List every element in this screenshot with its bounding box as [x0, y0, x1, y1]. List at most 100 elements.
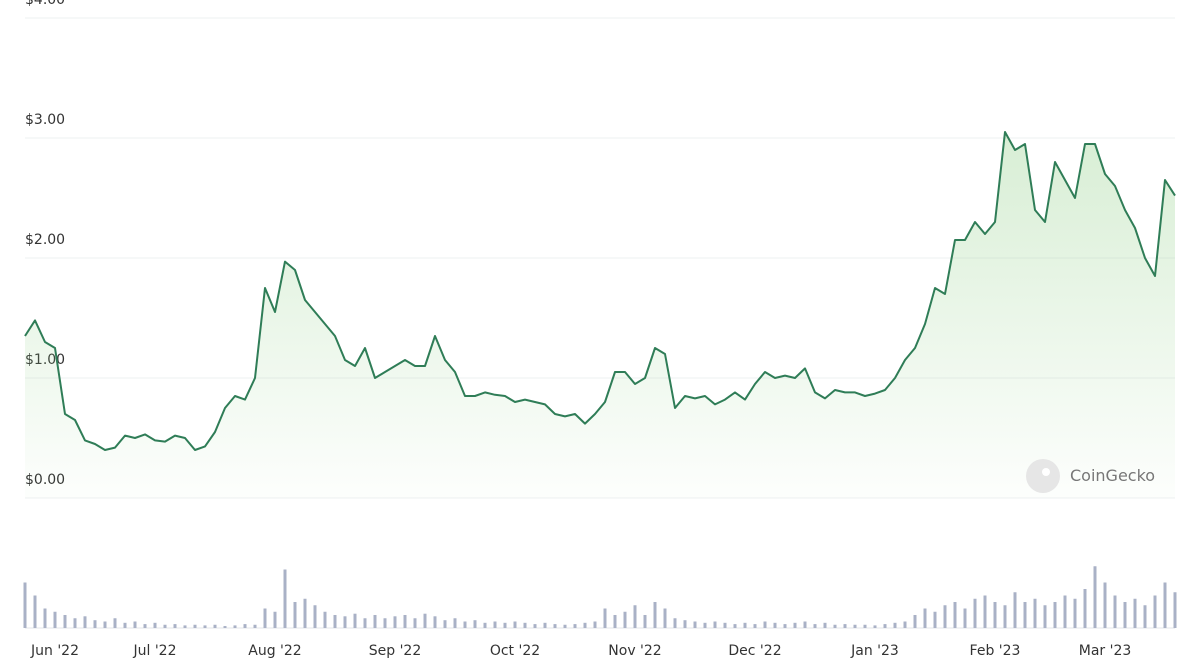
volume-bar: [33, 595, 37, 628]
volume-bar: [273, 611, 277, 628]
volume-bar: [343, 616, 347, 628]
volume-bar: [153, 622, 157, 628]
volume-bar: [253, 624, 257, 628]
volume-bar: [1133, 598, 1137, 628]
volume-bar: [303, 598, 307, 628]
volume-bar: [1003, 605, 1007, 628]
volume-bar: [163, 624, 167, 628]
volume-bar: [583, 622, 587, 628]
volume-bar: [963, 608, 967, 628]
volume-bar: [493, 621, 497, 628]
volume-bar: [23, 582, 27, 628]
volume-bar: [663, 608, 667, 628]
volume-bar: [63, 615, 67, 628]
price-line: [24, 131, 1176, 451]
volume-bar: [763, 621, 767, 628]
volume-bar: [333, 615, 337, 628]
x-tick-label: Dec '22: [728, 643, 781, 659]
volume-bar: [1053, 602, 1057, 628]
volume-bar: [633, 605, 637, 628]
volume-bar: [43, 608, 47, 628]
volume-bar: [743, 622, 747, 628]
volume-bar: [903, 621, 907, 628]
volume-bar: [453, 618, 457, 628]
volume-bar: [1093, 566, 1097, 628]
x-tick-label: Oct '22: [490, 643, 540, 659]
volume-bar: [933, 611, 937, 628]
volume-bar: [1163, 582, 1167, 628]
x-tick-label: Sep '22: [369, 643, 422, 659]
volume-bar: [993, 602, 997, 628]
volume-bar: [1033, 598, 1037, 628]
volume-bar: [713, 621, 717, 628]
volume-bar: [613, 615, 617, 628]
x-tick-label: Mar '23: [1079, 643, 1132, 659]
volume-bar: [943, 605, 947, 628]
x-tick-label: Nov '22: [608, 643, 661, 659]
volume-bar: [913, 615, 917, 628]
volume-bar: [1113, 595, 1117, 628]
x-tick-label: Feb '23: [970, 643, 1021, 659]
volume-bar: [403, 615, 407, 628]
volume-bar: [413, 618, 417, 628]
volume-bar: [283, 569, 287, 628]
volume-bar: [873, 625, 877, 628]
volume-bar: [373, 615, 377, 628]
volume-bar: [1173, 592, 1177, 628]
volume-bar: [433, 616, 437, 628]
volume-bar: [693, 621, 697, 628]
watermark-text: CoinGecko: [1070, 466, 1155, 485]
volume-bar: [93, 620, 97, 628]
volume-bar: [473, 620, 477, 628]
price-area: [25, 132, 1175, 498]
volume-bar: [1073, 598, 1077, 628]
x-tick-label: Aug '22: [248, 643, 301, 659]
volume-bar: [183, 625, 187, 628]
volume-bar: [423, 613, 427, 628]
volume-bar: [113, 618, 117, 628]
volume-bar: [753, 624, 757, 628]
volume-bar: [643, 615, 647, 628]
volume-bar: [503, 622, 507, 628]
volume-bar: [603, 608, 607, 628]
volume-bar: [353, 613, 357, 628]
volume-bar: [73, 618, 77, 628]
volume-bar: [1083, 589, 1087, 628]
volume-bar: [683, 620, 687, 628]
volume-bar: [573, 624, 577, 628]
volume-bar: [883, 624, 887, 628]
volume-bar: [293, 602, 297, 628]
volume-bar: [1023, 602, 1027, 628]
volume-bar: [443, 620, 447, 628]
volume-bar: [103, 621, 107, 628]
volume-bar: [1143, 605, 1147, 628]
volume-bar: [773, 622, 777, 628]
volume-bar: [223, 626, 227, 628]
y-tick-label: $4.00: [25, 0, 65, 8]
x-tick-label: Jan '23: [850, 643, 899, 659]
volume-bar: [543, 622, 547, 628]
volume-bar: [323, 611, 327, 628]
volume-bar: [463, 621, 467, 628]
volume-bar: [983, 595, 987, 628]
volume-bar: [233, 625, 237, 628]
volume-bar: [83, 616, 87, 628]
volume-bar: [973, 598, 977, 628]
volume-bar: [523, 622, 527, 628]
volume-bar: [593, 621, 597, 628]
volume-bar: [823, 622, 827, 628]
volume-bar: [863, 624, 867, 628]
volume-bar: [213, 624, 217, 628]
volume-bar: [953, 602, 957, 628]
volume-bar: [623, 611, 627, 628]
volume-bar: [723, 622, 727, 628]
volume-bar: [363, 618, 367, 628]
y-tick-label: $2.00: [25, 232, 65, 248]
volume-bar: [1123, 602, 1127, 628]
volume-bar: [843, 624, 847, 628]
volume-bar: [853, 624, 857, 628]
volume-bar: [893, 622, 897, 628]
volume-bar: [193, 624, 197, 628]
volume-bar: [813, 624, 817, 628]
